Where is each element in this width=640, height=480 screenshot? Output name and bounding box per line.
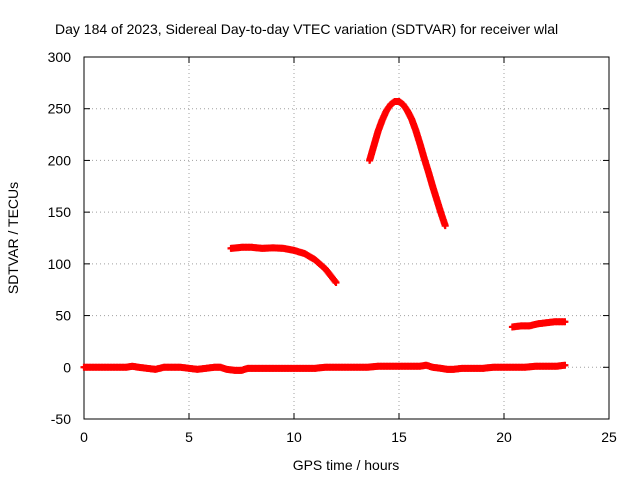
y-tick-label: 0	[63, 359, 71, 375]
plot-frame	[83, 56, 610, 420]
y-tick-label: 250	[48, 101, 72, 117]
data-point	[332, 278, 340, 286]
y-tick-label: -50	[51, 411, 71, 427]
x-tick-label: 0	[80, 429, 88, 445]
series-3	[366, 97, 449, 230]
data-marks	[80, 97, 569, 374]
grid	[84, 57, 609, 419]
y-tick-label: 200	[48, 152, 72, 168]
chart-title: Day 184 of 2023, Sidereal Day-to-day VTE…	[55, 21, 558, 37]
x-tick-label: 15	[391, 429, 407, 445]
y-axis-label: SDTVAR / TECUs	[5, 182, 21, 294]
series-1	[80, 361, 569, 374]
x-tick-label: 5	[185, 429, 193, 445]
y-tick-label: 100	[48, 256, 72, 272]
series-2	[227, 243, 340, 286]
x-tick-label: 10	[286, 429, 302, 445]
axis-ticks: 0 5 10 15 20 25 -50 0 50 100 150 200 250 300	[48, 49, 617, 445]
data-point	[441, 222, 449, 230]
series-4	[508, 318, 569, 331]
data-point	[561, 361, 569, 369]
data-point	[561, 318, 569, 326]
y-tick-label: 150	[48, 204, 72, 220]
y-tick-label: 300	[48, 49, 72, 65]
x-tick-label: 20	[496, 429, 512, 445]
y-tick-label: 50	[55, 308, 71, 324]
x-tick-label: 25	[601, 429, 617, 445]
x-axis-label: GPS time / hours	[293, 457, 400, 473]
